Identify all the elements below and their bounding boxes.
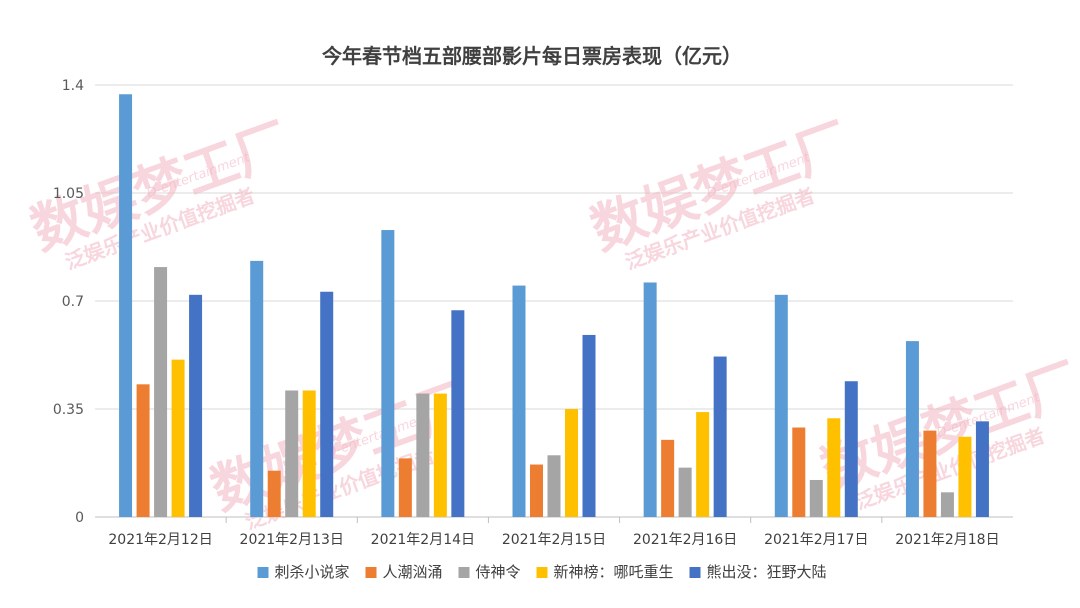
x-tick-label: 2021年2月12日 — [108, 532, 212, 548]
bar — [416, 393, 430, 517]
y-tick-label: 0.35 — [53, 402, 84, 418]
bar — [975, 421, 989, 517]
legend-label: 侍神令 — [476, 563, 521, 581]
legend-swatch — [365, 567, 377, 578]
bar — [530, 464, 543, 517]
bar — [171, 359, 185, 517]
bar — [827, 418, 841, 517]
legend-swatch — [257, 567, 269, 578]
bar — [250, 260, 264, 517]
axes: 0 0.35 0.7 1.05 1.4 2021年2月12日 2021年2月13日 2021年… — [53, 78, 1000, 548]
bar — [189, 294, 203, 517]
bar — [809, 479, 823, 517]
bar — [398, 458, 412, 517]
gridlines — [95, 84, 1013, 518]
bar — [381, 230, 395, 517]
bar — [565, 409, 578, 517]
bar — [582, 334, 596, 517]
x-tick-label: 2021年2月17日 — [764, 532, 868, 548]
bar — [302, 390, 316, 517]
y-tick-label: 1.4 — [62, 78, 84, 94]
bars — [119, 94, 989, 517]
legend-label: 人潮汹涌 — [383, 563, 443, 581]
bar — [905, 341, 919, 517]
bar — [844, 381, 858, 517]
x-tick-label: 2021年2月15日 — [502, 532, 606, 548]
bar — [643, 282, 657, 517]
bar — [792, 427, 806, 517]
bar — [451, 310, 465, 517]
legend-swatch — [458, 567, 470, 578]
legend: 刺杀小说家 人潮汹涌 侍神令 新神榜：哪吒重生 熊出没：狂野大陆 — [257, 563, 827, 581]
legend-label: 熊出没：狂野大陆 — [707, 563, 827, 581]
bar — [713, 356, 727, 517]
bar — [119, 94, 133, 517]
bar — [940, 492, 954, 517]
x-tick-label: 2021年2月16日 — [633, 532, 737, 548]
bar — [136, 384, 150, 517]
legend-swatch — [536, 567, 548, 578]
x-tick-label: 2021年2月13日 — [240, 532, 344, 548]
legend-label: 刺杀小说家 — [275, 563, 350, 581]
legend-swatch — [689, 567, 701, 578]
bar — [696, 412, 710, 517]
bar — [285, 390, 299, 517]
bar — [547, 455, 561, 517]
bar — [267, 470, 281, 517]
bar — [678, 467, 692, 517]
y-tick-label: 0 — [75, 510, 84, 526]
bar — [433, 393, 447, 517]
bar — [923, 430, 937, 517]
chart-title: 今年春节档五部腰部影片每日票房表现（亿元） — [322, 44, 742, 68]
bar — [661, 439, 675, 517]
x-tick-label: 2021年2月18日 — [895, 532, 999, 548]
x-tick-label: 2021年2月14日 — [371, 532, 475, 548]
bar — [154, 267, 168, 517]
legend-label: 新神榜：哪吒重生 — [554, 563, 674, 581]
y-tick-label: 1.05 — [53, 186, 84, 202]
y-tick-label: 0.7 — [62, 294, 84, 310]
bar — [958, 436, 972, 517]
bar — [774, 294, 788, 517]
bar — [320, 291, 334, 517]
bar — [512, 285, 526, 517]
